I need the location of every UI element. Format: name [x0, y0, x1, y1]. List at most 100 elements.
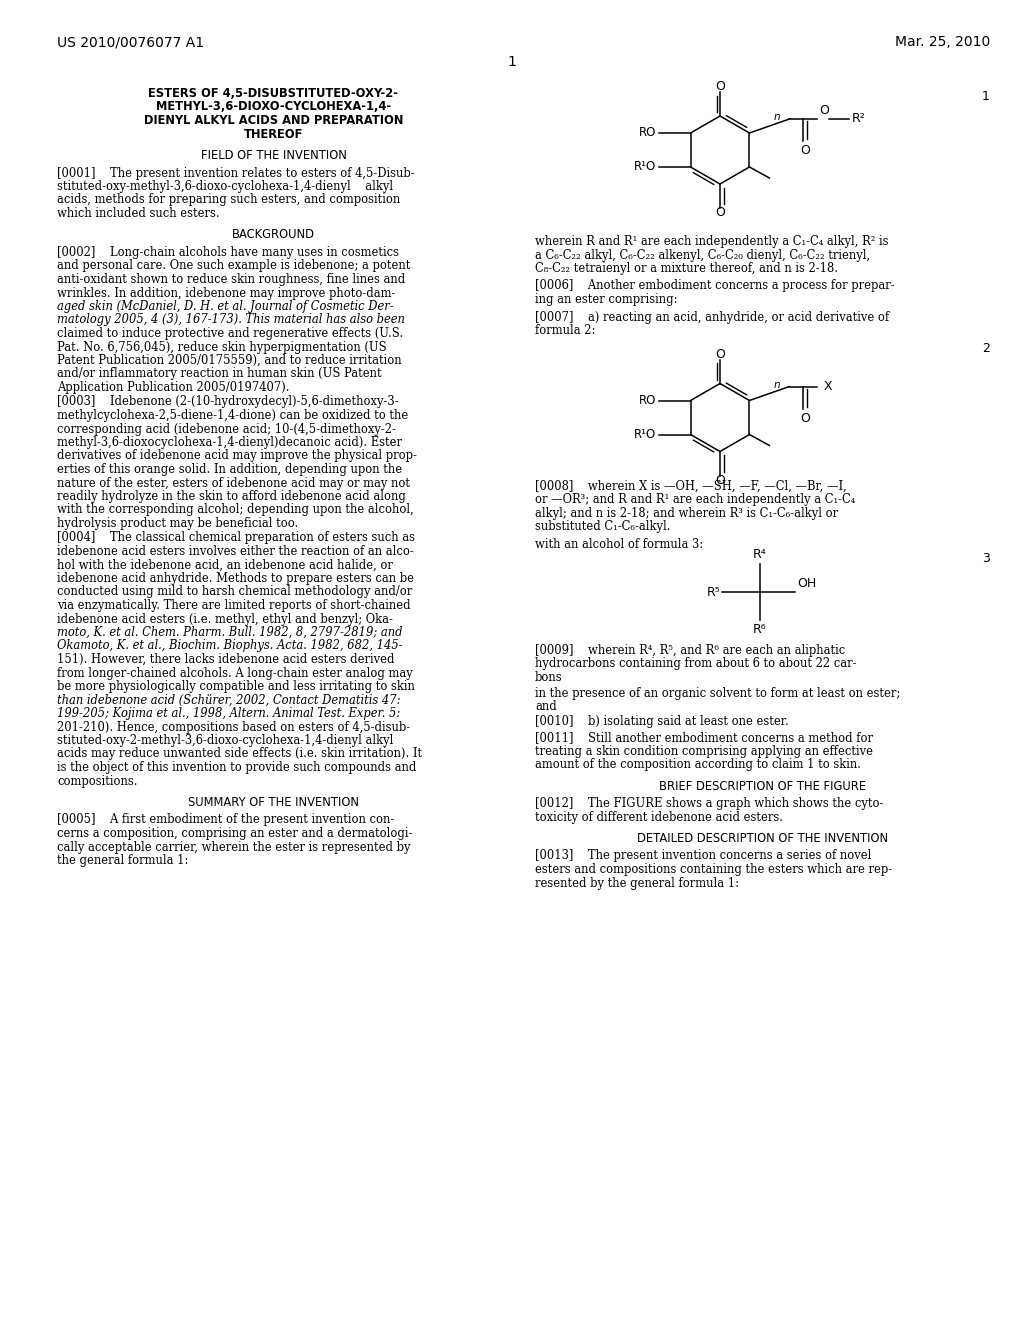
Text: erties of this orange solid. In addition, depending upon the: erties of this orange solid. In addition… [57, 463, 402, 477]
Text: R⁴: R⁴ [753, 548, 767, 561]
Text: toxicity of different idebenone acid esters.: toxicity of different idebenone acid est… [535, 810, 783, 824]
Text: acids may reduce unwanted side effects (i.e. skin irritation). It: acids may reduce unwanted side effects (… [57, 747, 422, 760]
Text: R⁶: R⁶ [754, 623, 767, 636]
Text: O: O [715, 348, 725, 360]
Text: Pat. No. 6,756,045), reduce skin hyperpigmentation (US: Pat. No. 6,756,045), reduce skin hyperpi… [57, 341, 387, 354]
Text: C₈-C₂₂ tetraienyl or a mixture thereof, and n is 2-18.: C₈-C₂₂ tetraienyl or a mixture thereof, … [535, 261, 838, 275]
Text: readily hydrolyze in the skin to afford idebenone acid along: readily hydrolyze in the skin to afford … [57, 490, 406, 503]
Text: in the presence of an organic solvent to form at least on ester;: in the presence of an organic solvent to… [535, 686, 900, 700]
Text: O: O [715, 81, 725, 94]
Text: resented by the general formula 1:: resented by the general formula 1: [535, 876, 739, 890]
Text: [0012]    The FIGURE shows a graph which shows the cyto-: [0012] The FIGURE shows a graph which sh… [535, 797, 884, 810]
Text: [0007]    a) reacting an acid, anhydride, or acid derivative of: [0007] a) reacting an acid, anhydride, o… [535, 310, 889, 323]
Text: than idebenone acid (Schürer, 2002, Contact Dematitis 47:: than idebenone acid (Schürer, 2002, Cont… [57, 693, 400, 706]
Text: [0001]    The present invention relates to esters of 4,5-Disub-: [0001] The present invention relates to … [57, 166, 415, 180]
Text: ing an ester comprising:: ing an ester comprising: [535, 293, 678, 306]
Text: 199-205; Kojima et al., 1998, Altern. Animal Test. Exper. 5:: 199-205; Kojima et al., 1998, Altern. An… [57, 708, 400, 719]
Text: FIELD OF THE INVENTION: FIELD OF THE INVENTION [201, 149, 346, 162]
Text: OH: OH [797, 577, 816, 590]
Text: wrinkles. In addition, idebenone may improve photo-dam-: wrinkles. In addition, idebenone may imp… [57, 286, 395, 300]
Text: 201-210). Hence, compositions based on esters of 4,5-disub-: 201-210). Hence, compositions based on e… [57, 721, 411, 734]
Text: aged skin (McDaniel, D. H. et al. Journal of Cosmetic Der-: aged skin (McDaniel, D. H. et al. Journa… [57, 300, 393, 313]
Text: O: O [800, 412, 810, 425]
Text: corresponding acid (idebenone acid; 10-(4,5-dimethoxy-2-: corresponding acid (idebenone acid; 10-(… [57, 422, 396, 436]
Text: anti-oxidant shown to reduce skin roughness, fine lines and: anti-oxidant shown to reduce skin roughn… [57, 273, 406, 286]
Text: 2: 2 [982, 342, 990, 355]
Text: RO: RO [639, 127, 656, 140]
Text: [0010]    b) isolating said at least one ester.: [0010] b) isolating said at least one es… [535, 715, 788, 729]
Text: US 2010/0076077 A1: US 2010/0076077 A1 [57, 36, 204, 49]
Text: O: O [715, 206, 725, 219]
Text: treating a skin condition comprising applying an effective: treating a skin condition comprising app… [535, 744, 873, 758]
Text: R¹O: R¹O [634, 428, 656, 441]
Text: n: n [773, 380, 780, 389]
Text: be more physiologically compatible and less irritating to skin: be more physiologically compatible and l… [57, 680, 415, 693]
Text: hydrolysis product may be beneficial too.: hydrolysis product may be beneficial too… [57, 517, 298, 531]
Text: derivatives of idebenone acid may improve the physical prop-: derivatives of idebenone acid may improv… [57, 450, 417, 462]
Text: wherein R and R¹ are each independently a C₁-C₄ alkyl, R² is: wherein R and R¹ are each independently … [535, 235, 889, 248]
Text: and personal care. One such example is idebenone; a potent: and personal care. One such example is i… [57, 260, 411, 272]
Text: n: n [773, 112, 780, 121]
Text: idebenone acid esters involves either the reaction of an alco-: idebenone acid esters involves either th… [57, 545, 414, 558]
Text: alkyl; and n is 2-18; and wherein R³ is C₁-C₆-alkyl or: alkyl; and n is 2-18; and wherein R³ is … [535, 507, 838, 520]
Text: esters and compositions containing the esters which are rep-: esters and compositions containing the e… [535, 863, 892, 876]
Text: hydrocarbons containing from about 6 to about 22 car-: hydrocarbons containing from about 6 to … [535, 657, 856, 671]
Text: [0013]    The present invention concerns a series of novel: [0013] The present invention concerns a … [535, 850, 871, 862]
Text: O: O [819, 104, 829, 117]
Text: methylcyclohexa-2,5-diene-1,4-dione) can be oxidized to the: methylcyclohexa-2,5-diene-1,4-dione) can… [57, 409, 409, 422]
Text: via enzymatically. There are limited reports of short-chained: via enzymatically. There are limited rep… [57, 599, 411, 612]
Text: Application Publication 2005/0197407).: Application Publication 2005/0197407). [57, 381, 290, 393]
Text: stituted-oxy-methyl-3,6-dioxo-cyclohexa-1,4-dienyl    alkyl: stituted-oxy-methyl-3,6-dioxo-cyclohexa-… [57, 180, 393, 193]
Text: substituted C₁-C₆-alkyl.: substituted C₁-C₆-alkyl. [535, 520, 671, 533]
Text: [0003]    Idebenone (2-(10-hydroxydecyl)-5,6-dimethoxy-3-: [0003] Idebenone (2-(10-hydroxydecyl)-5,… [57, 396, 398, 408]
Text: the general formula 1:: the general formula 1: [57, 854, 188, 867]
Text: [0002]    Long-chain alcohols have many uses in cosmetics: [0002] Long-chain alcohols have many use… [57, 246, 399, 259]
Text: idebenone acid esters (i.e. methyl, ethyl and benzyl; Oka-: idebenone acid esters (i.e. methyl, ethy… [57, 612, 393, 626]
Text: DIENYL ALKYL ACIDS AND PREPARATION: DIENYL ALKYL ACIDS AND PREPARATION [143, 114, 403, 127]
Text: [0005]    A first embodiment of the present invention con-: [0005] A first embodiment of the present… [57, 813, 394, 826]
Text: R²: R² [851, 112, 865, 125]
Text: and: and [535, 700, 557, 713]
Text: 1: 1 [508, 55, 516, 69]
Text: matology 2005, 4 (3), 167-173). This material has also been: matology 2005, 4 (3), 167-173). This mat… [57, 314, 404, 326]
Text: R¹O: R¹O [634, 161, 656, 173]
Text: O: O [800, 144, 810, 157]
Text: Mar. 25, 2010: Mar. 25, 2010 [895, 36, 990, 49]
Text: cerns a composition, comprising an ester and a dermatologi-: cerns a composition, comprising an ester… [57, 828, 413, 840]
Text: which included such esters.: which included such esters. [57, 207, 219, 220]
Text: cally acceptable carrier, wherein the ester is represented by: cally acceptable carrier, wherein the es… [57, 841, 411, 854]
Text: 3: 3 [982, 552, 990, 565]
Text: and/or inflammatory reaction in human skin (US Patent: and/or inflammatory reaction in human sk… [57, 367, 382, 380]
Text: a C₆-C₂₂ alkyl, C₆-C₂₂ alkenyl, C₆-C₂₀ dienyl, C₆-C₂₂ trienyl,: a C₆-C₂₂ alkyl, C₆-C₂₂ alkenyl, C₆-C₂₀ d… [535, 248, 870, 261]
Text: DETAILED DESCRIPTION OF THE INVENTION: DETAILED DESCRIPTION OF THE INVENTION [637, 832, 888, 845]
Text: claimed to induce protective and regenerative effects (U.S.: claimed to induce protective and regener… [57, 327, 403, 341]
Text: from longer-chained alcohols. A long-chain ester analog may: from longer-chained alcohols. A long-cha… [57, 667, 413, 680]
Text: Okamoto, K. et al., Biochim. Biophys. Acta. 1982, 682, 145-: Okamoto, K. et al., Biochim. Biophys. Ac… [57, 639, 402, 652]
Text: bons: bons [535, 671, 562, 684]
Text: or —OR³; and R and R¹ are each independently a C₁-C₄: or —OR³; and R and R¹ are each independe… [535, 492, 855, 506]
Text: [0011]    Still another embodiment concerns a method for: [0011] Still another embodiment concerns… [535, 731, 873, 744]
Text: hol with the idebenone acid, an idebenone acid halide, or: hol with the idebenone acid, an idebenon… [57, 558, 393, 572]
Text: THEREOF: THEREOF [244, 128, 303, 140]
Text: methyl-3,6-dioxocyclohexa-1,4-dienyl)decanoic acid). Ester: methyl-3,6-dioxocyclohexa-1,4-dienyl)dec… [57, 436, 402, 449]
Text: ESTERS OF 4,5-DISUBSTITUTED-OXY-2-: ESTERS OF 4,5-DISUBSTITUTED-OXY-2- [148, 87, 398, 100]
Text: [0006]    Another embodiment concerns a process for prepar-: [0006] Another embodiment concerns a pro… [535, 280, 895, 293]
Text: BRIEF DESCRIPTION OF THE FIGURE: BRIEF DESCRIPTION OF THE FIGURE [658, 780, 866, 792]
Text: BACKGROUND: BACKGROUND [232, 228, 315, 242]
Text: idebenone acid anhydride. Methods to prepare esters can be: idebenone acid anhydride. Methods to pre… [57, 572, 414, 585]
Text: moto, K. et al. Chem. Pharm. Bull. 1982, 8, 2797-2819; and: moto, K. et al. Chem. Pharm. Bull. 1982,… [57, 626, 402, 639]
Text: is the object of this invention to provide such compounds and: is the object of this invention to provi… [57, 762, 417, 774]
Text: nature of the ester, esters of idebenone acid may or may not: nature of the ester, esters of idebenone… [57, 477, 410, 490]
Text: stituted-oxy-2-methyl-3,6-dioxo-cyclohexa-1,4-dienyl alkyl: stituted-oxy-2-methyl-3,6-dioxo-cyclohex… [57, 734, 393, 747]
Text: [0008]    wherein X is —OH, —SH, —F, —Cl, —Br, —I,: [0008] wherein X is —OH, —SH, —F, —Cl, —… [535, 479, 847, 492]
Text: SUMMARY OF THE INVENTION: SUMMARY OF THE INVENTION [188, 796, 359, 809]
Text: compositions.: compositions. [57, 775, 137, 788]
Text: with an alcohol of formula 3:: with an alcohol of formula 3: [535, 537, 703, 550]
Text: Patent Publication 2005/0175559), and to reduce irritation: Patent Publication 2005/0175559), and to… [57, 354, 401, 367]
Text: formula 2:: formula 2: [535, 323, 595, 337]
Text: [0009]    wherein R⁴, R⁵, and R⁶ are each an aliphatic: [0009] wherein R⁴, R⁵, and R⁶ are each a… [535, 644, 845, 657]
Text: 151). However, there lacks idebenone acid esters derived: 151). However, there lacks idebenone aci… [57, 653, 394, 667]
Text: amount of the composition according to claim 1 to skin.: amount of the composition according to c… [535, 758, 861, 771]
Text: METHYL-3,6-DIOXO-CYCLOHEXA-1,4-: METHYL-3,6-DIOXO-CYCLOHEXA-1,4- [156, 100, 391, 114]
Text: with the corresponding alcohol; depending upon the alcohol,: with the corresponding alcohol; dependin… [57, 503, 414, 516]
